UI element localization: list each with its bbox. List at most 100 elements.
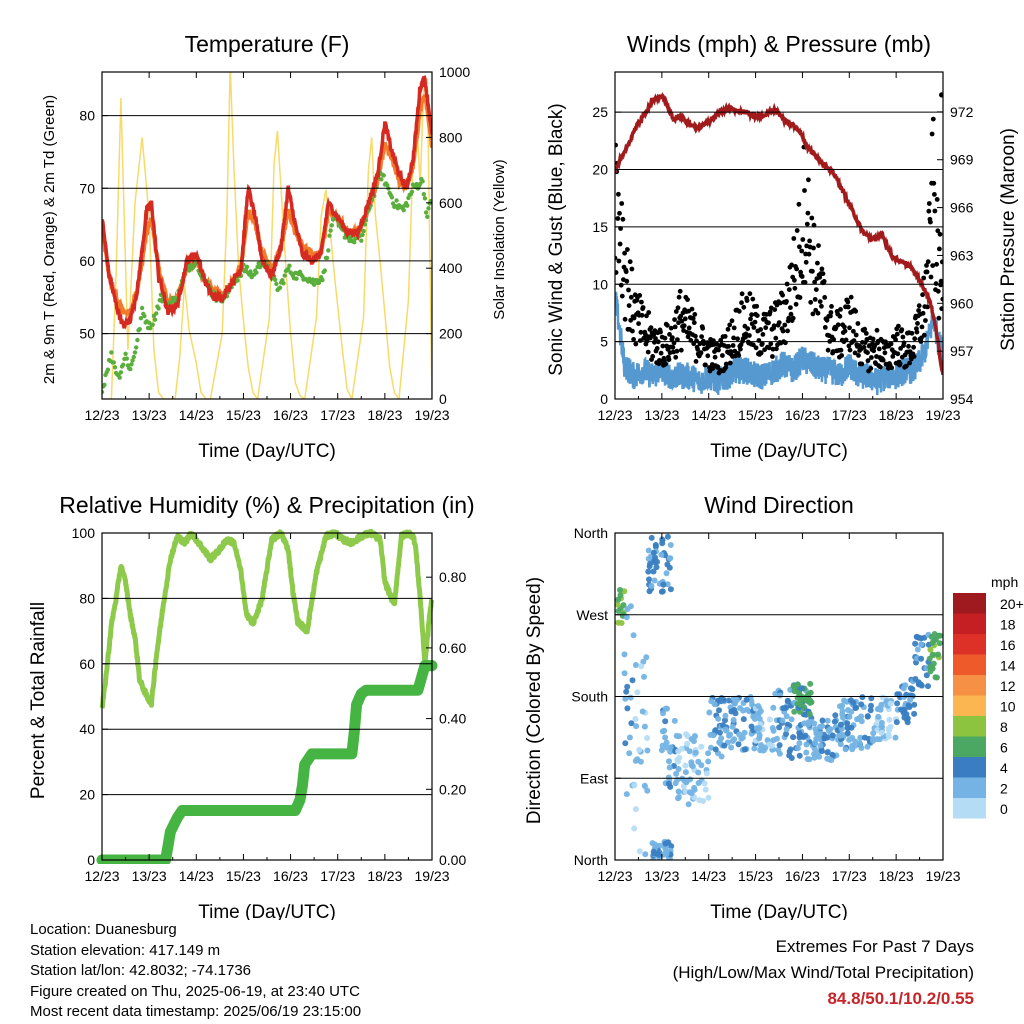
direction-point bbox=[623, 614, 630, 621]
direction-point bbox=[840, 732, 847, 738]
gust-point bbox=[752, 319, 758, 325]
direction-point bbox=[831, 718, 838, 725]
x-tick-label: 13/23 bbox=[132, 868, 167, 884]
gust-point bbox=[813, 287, 819, 292]
direction-point bbox=[887, 700, 894, 707]
gust-point bbox=[810, 311, 816, 317]
gust-point bbox=[791, 236, 797, 241]
direction-point bbox=[701, 780, 708, 787]
gust-point bbox=[639, 312, 645, 318]
gust-point bbox=[741, 304, 747, 310]
gust-point bbox=[803, 251, 808, 257]
direction-point bbox=[898, 706, 905, 713]
direction-point bbox=[663, 850, 670, 857]
y-axis-label-right: Solar Insolation (Yellow) bbox=[491, 159, 508, 319]
y-tick-label: 50 bbox=[79, 326, 95, 342]
gust-point bbox=[654, 346, 660, 351]
direction-point bbox=[846, 713, 853, 720]
gust-point bbox=[758, 327, 763, 332]
gust-point bbox=[804, 221, 810, 227]
x-tick-label: 12/23 bbox=[597, 868, 632, 884]
gust-point bbox=[937, 231, 943, 237]
extremes-subtitle: (High/Low/Max Wind/Total Precipitation) bbox=[672, 963, 974, 982]
gust-point bbox=[897, 361, 903, 367]
gust-point bbox=[751, 325, 757, 330]
direction-point bbox=[914, 646, 921, 653]
direction-point bbox=[812, 740, 819, 747]
x-tick-label: 14/23 bbox=[691, 407, 726, 423]
gust-point bbox=[638, 329, 644, 335]
gust-point bbox=[869, 355, 874, 360]
direction-point bbox=[675, 766, 682, 772]
gust-point bbox=[754, 313, 760, 318]
dewpoint-point bbox=[282, 273, 287, 278]
gust-point bbox=[628, 317, 634, 323]
direction-point bbox=[675, 788, 682, 795]
gust-point bbox=[893, 337, 898, 343]
gust-point bbox=[624, 278, 630, 284]
gust-point bbox=[838, 307, 843, 312]
direction-point bbox=[791, 708, 798, 715]
direction-point bbox=[784, 697, 791, 704]
direction-point bbox=[659, 588, 666, 595]
gust-point bbox=[780, 328, 786, 334]
direction-point bbox=[705, 794, 712, 801]
direction-point bbox=[632, 716, 639, 722]
direction-point bbox=[803, 697, 810, 704]
dewpoint-point bbox=[169, 299, 174, 304]
direction-point bbox=[671, 717, 678, 724]
gust-point bbox=[785, 328, 790, 334]
direction-point bbox=[885, 732, 892, 739]
direction-point bbox=[858, 701, 865, 708]
gust-point bbox=[797, 295, 803, 300]
direction-point bbox=[737, 705, 744, 712]
direction-point bbox=[894, 691, 901, 698]
direction-point bbox=[935, 651, 941, 658]
gust-point bbox=[662, 335, 668, 341]
direction-point bbox=[716, 707, 722, 714]
gust-point bbox=[776, 320, 782, 325]
direction-point bbox=[769, 725, 776, 731]
direction-point bbox=[933, 674, 940, 681]
gust-point bbox=[876, 346, 882, 352]
x-tick-label: 18/23 bbox=[367, 407, 402, 423]
dewpoint-point bbox=[248, 269, 253, 274]
direction-point bbox=[868, 702, 874, 709]
gust-point bbox=[831, 337, 837, 342]
gust-point bbox=[739, 291, 745, 297]
gust-point bbox=[888, 341, 894, 347]
gust-point bbox=[619, 201, 625, 206]
gust-point bbox=[921, 275, 927, 281]
gust-point bbox=[615, 270, 619, 275]
direction-point bbox=[691, 786, 698, 793]
direction-point bbox=[768, 742, 775, 749]
direction-point bbox=[641, 673, 647, 680]
direction-point bbox=[632, 662, 639, 668]
colorbar-title: mph bbox=[991, 574, 1018, 590]
gust-point bbox=[856, 353, 861, 358]
dewpoint-point bbox=[134, 345, 139, 350]
direction-point bbox=[688, 762, 695, 769]
gust-point bbox=[705, 353, 711, 359]
direction-point bbox=[923, 672, 930, 679]
direction-point bbox=[652, 542, 659, 548]
direction-point bbox=[849, 734, 856, 741]
direction-point bbox=[658, 747, 665, 754]
gust-point bbox=[673, 309, 679, 314]
direction-point bbox=[710, 732, 717, 739]
direction-point bbox=[858, 713, 865, 720]
direction-point bbox=[653, 842, 660, 849]
direction-point bbox=[624, 606, 631, 613]
colorbar-swatch bbox=[953, 777, 986, 798]
direction-point bbox=[808, 699, 815, 706]
direction-point bbox=[787, 746, 794, 753]
direction-point bbox=[664, 561, 671, 568]
direction-point bbox=[758, 742, 765, 749]
dewpoint-point bbox=[129, 362, 134, 367]
direction-point bbox=[621, 651, 628, 658]
gust-point bbox=[766, 345, 772, 351]
direction-point bbox=[935, 632, 942, 639]
gust-point bbox=[829, 304, 834, 309]
direction-point bbox=[675, 758, 681, 765]
direction-point bbox=[848, 708, 855, 715]
